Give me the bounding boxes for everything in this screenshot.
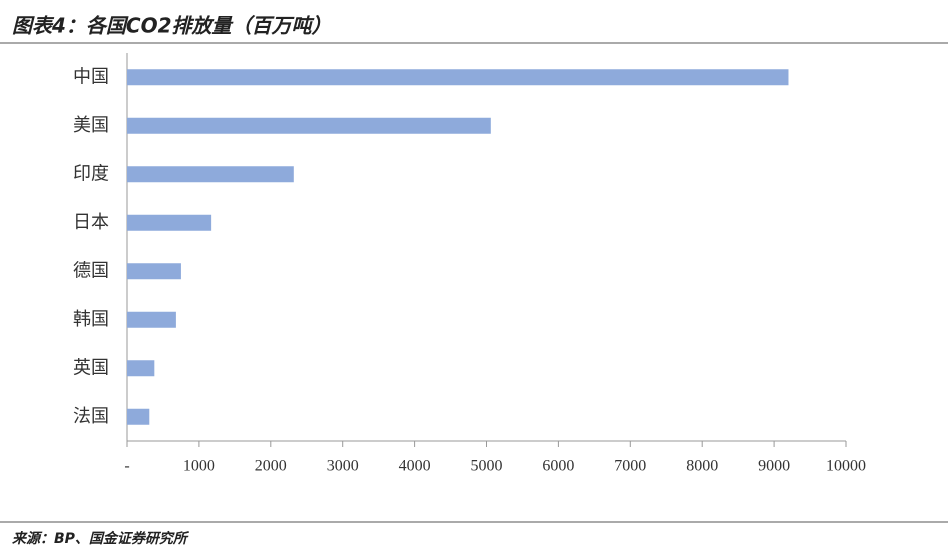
y-tick-label: 韩国: [73, 309, 109, 330]
x-tick-label: 10000: [826, 458, 866, 475]
y-tick-label: 美国: [73, 115, 109, 136]
bar: [127, 311, 176, 328]
chart-title: 图表4：各国CO2排放量（百万吨）: [12, 14, 332, 38]
x-tick-label: 2000: [255, 458, 287, 475]
bar: [127, 263, 181, 280]
bar: [127, 408, 150, 425]
x-tick-label: 5000: [471, 458, 503, 475]
x-tick-label: 8000: [686, 458, 718, 475]
bar: [127, 69, 789, 86]
x-tick-label: -: [124, 458, 129, 475]
bar: [127, 166, 294, 183]
y-tick-label: 日本: [73, 212, 109, 233]
bar: [127, 214, 212, 231]
y-tick-label: 中国: [73, 66, 109, 87]
x-tick-label: 7000: [614, 458, 646, 475]
x-tick-label: 4000: [399, 458, 431, 475]
y-tick-label: 印度: [73, 163, 109, 184]
y-tick-label: 法国: [73, 406, 109, 427]
bar: [127, 117, 491, 134]
x-tick-label: 1000: [183, 458, 215, 475]
x-tick-label: 9000: [758, 458, 790, 475]
source: 来源：BP、国金证券研究所: [12, 530, 190, 547]
y-tick-label: 英国: [73, 357, 109, 378]
bar: [127, 360, 155, 377]
x-tick-label: 6000: [542, 458, 574, 475]
x-tick-label: 3000: [327, 458, 359, 475]
y-tick-label: 德国: [73, 260, 109, 281]
